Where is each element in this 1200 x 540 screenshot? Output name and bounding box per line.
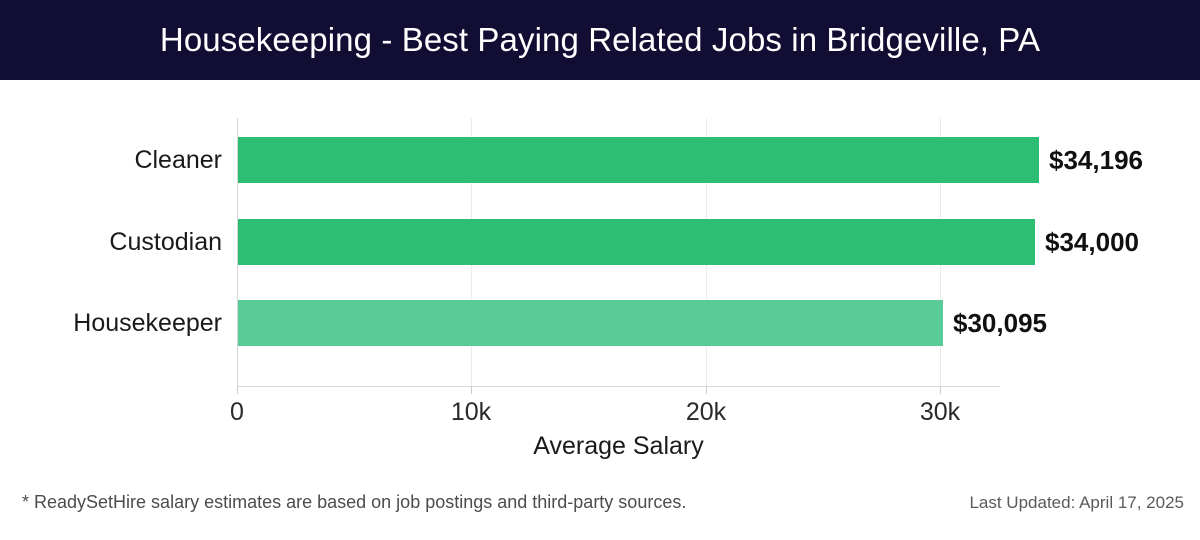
header-band: Housekeeping - Best Paying Related Jobs … bbox=[0, 0, 1200, 80]
bar-value-label: $34,196 bbox=[1049, 145, 1143, 175]
bar-value-label: $34,000 bbox=[1045, 227, 1139, 257]
footer: * ReadySetHire salary estimates are base… bbox=[0, 492, 1200, 540]
x-tick-mark bbox=[471, 386, 472, 394]
x-tick-label: 20k bbox=[685, 398, 727, 426]
bar-row: Housekeeper $30,095 bbox=[0, 300, 1200, 382]
bar-value-label: $30,095 bbox=[953, 308, 1047, 338]
bar-custodian[interactable] bbox=[238, 219, 1035, 265]
bar-category-label: Housekeeper bbox=[73, 309, 222, 337]
footer-disclaimer: * ReadySetHire salary estimates are base… bbox=[22, 492, 687, 512]
x-tick-label: 0 bbox=[230, 398, 244, 426]
x-tick-mark bbox=[237, 386, 238, 394]
plot-area: Cleaner $34,196 Custodian $34,000 Housekeepe… bbox=[0, 80, 1200, 540]
x-axis-title: Average Salary bbox=[533, 432, 704, 460]
y-axis-line bbox=[237, 118, 238, 386]
footer-last-updated: Last Updated: April 17, 2025 bbox=[969, 493, 1184, 512]
bars-layer: Cleaner $34,196 Custodian $34,000 Housekeepe… bbox=[0, 80, 1200, 540]
x-tick-label: 10k bbox=[450, 398, 492, 426]
x-axis-line bbox=[237, 386, 1000, 387]
x-tick-label: 30k bbox=[919, 398, 961, 426]
x-tick-mark bbox=[940, 386, 941, 394]
page-title: Housekeeping - Best Paying Related Jobs … bbox=[159, 21, 1041, 58]
x-tick-mark bbox=[706, 386, 707, 394]
bar-category-label: Cleaner bbox=[134, 146, 222, 174]
bar-row: Custodian $34,000 bbox=[0, 219, 1200, 301]
bar-housekeeper[interactable] bbox=[238, 300, 943, 346]
bar-category-label: Custodian bbox=[109, 228, 222, 256]
bar-cleaner[interactable] bbox=[238, 137, 1039, 183]
bar-row: Cleaner $34,196 bbox=[0, 137, 1200, 219]
